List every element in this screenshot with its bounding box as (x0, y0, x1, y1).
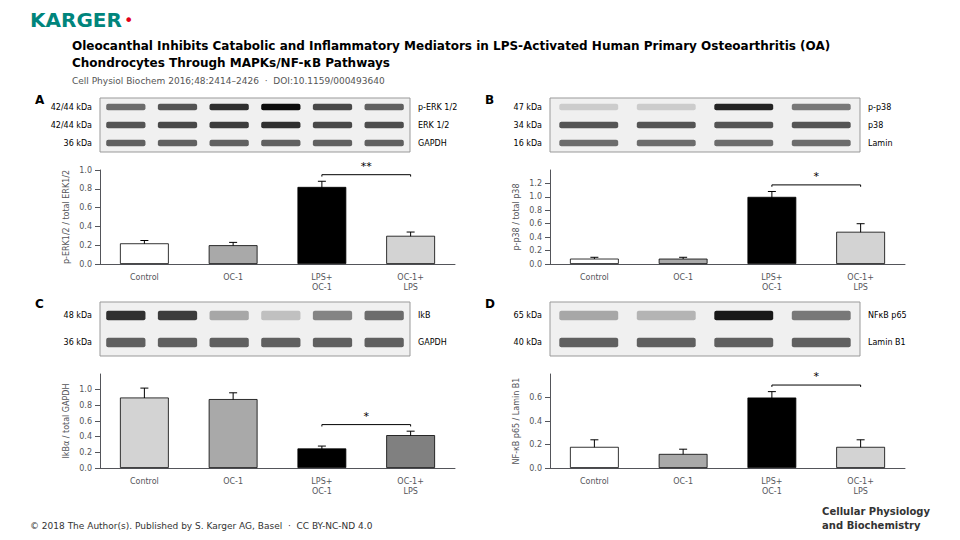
svg-text:*: * (364, 410, 370, 423)
svg-text:65 kDa: 65 kDa (514, 311, 543, 320)
svg-text:0.2: 0.2 (529, 440, 542, 449)
svg-text:LPS: LPS (403, 487, 417, 496)
svg-text:NF-κB p65 / Lamin B1: NF-κB p65 / Lamin B1 (512, 378, 521, 465)
svg-text:LPS: LPS (853, 283, 867, 292)
svg-text:0.6: 0.6 (79, 417, 92, 426)
svg-text:48 kDa: 48 kDa (64, 311, 93, 320)
svg-text:0.4: 0.4 (529, 417, 542, 426)
svg-text:0.0: 0.0 (79, 464, 92, 473)
svg-text:1.2: 1.2 (529, 179, 542, 188)
svg-text:Chondrocytes Through MAPKs/NF-: Chondrocytes Through MAPKs/NF-κB Pathway… (72, 56, 390, 70)
svg-text:Oleocanthal Inhibits Catabolic: Oleocanthal Inhibits Catabolic and Infla… (72, 39, 830, 53)
svg-text:OC-1: OC-1 (312, 283, 332, 292)
svg-text:p-p38: p-p38 (868, 103, 891, 112)
svg-text:16 kDa: 16 kDa (514, 139, 543, 148)
svg-text:Control: Control (580, 273, 609, 282)
svg-text:*: * (814, 370, 820, 383)
svg-text:OC-1: OC-1 (673, 273, 693, 282)
svg-text:0.2: 0.2 (79, 241, 92, 250)
svg-text:42/44 kDa: 42/44 kDa (51, 103, 92, 112)
svg-text:D: D (485, 297, 495, 311)
svg-text:1.0: 1.0 (79, 385, 92, 394)
svg-text:GAPDH: GAPDH (418, 139, 447, 148)
svg-text:Control: Control (580, 477, 609, 486)
svg-text:0.6: 0.6 (79, 203, 92, 212)
svg-text:0.8: 0.8 (529, 206, 542, 215)
svg-text:OC-1+: OC-1+ (397, 273, 424, 282)
svg-text:0.0: 0.0 (529, 260, 542, 269)
svg-text:1.0: 1.0 (79, 166, 92, 175)
svg-text:and Biochemistry: and Biochemistry (822, 520, 921, 531)
svg-text:Cellular Physiology: Cellular Physiology (822, 506, 930, 517)
svg-text:Cell Physiol Biochem 2016;48:2: Cell Physiol Biochem 2016;48:2414–2426 ·… (72, 76, 385, 86)
svg-text:0.2: 0.2 (79, 448, 92, 457)
svg-text:GAPDH: GAPDH (418, 338, 447, 347)
svg-text:p-ERK1/2 / total ERK1/2: p-ERK1/2 / total ERK1/2 (62, 170, 71, 264)
svg-text:0.0: 0.0 (529, 464, 542, 473)
svg-text:KARGER: KARGER (30, 8, 122, 32)
svg-text:LPS+: LPS+ (761, 477, 782, 486)
svg-text:OC-1: OC-1 (762, 283, 782, 292)
svg-text:LPS+: LPS+ (311, 273, 332, 282)
svg-text:IkB: IkB (418, 311, 430, 320)
svg-text:p-p38 / total p38: p-p38 / total p38 (512, 183, 521, 250)
svg-text:0.2: 0.2 (529, 246, 542, 255)
svg-text:OC-1: OC-1 (762, 487, 782, 496)
svg-text:0.8: 0.8 (79, 184, 92, 193)
svg-text:p-ERK 1/2: p-ERK 1/2 (418, 103, 457, 112)
svg-text:42/44 kDa: 42/44 kDa (51, 121, 92, 130)
svg-text:IkBα / total GAPDH: IkBα / total GAPDH (62, 383, 71, 458)
svg-text:1.0: 1.0 (529, 192, 542, 201)
svg-text:OC-1: OC-1 (223, 273, 243, 282)
svg-text:OC-1+: OC-1+ (397, 477, 424, 486)
svg-text:© 2018 The Author(s). Publishe: © 2018 The Author(s). Published by S. Ka… (30, 521, 373, 531)
svg-text:B: B (485, 93, 494, 107)
svg-text:p38: p38 (868, 121, 883, 130)
svg-text:40 kDa: 40 kDa (514, 338, 543, 347)
svg-text:LPS+: LPS+ (761, 273, 782, 282)
svg-text:OC-1+: OC-1+ (847, 273, 874, 282)
svg-text:36 kDa: 36 kDa (64, 139, 93, 148)
svg-text:47 kDa: 47 kDa (514, 103, 543, 112)
svg-text:LPS: LPS (403, 283, 417, 292)
svg-text:A: A (35, 93, 45, 107)
svg-text:Lamin B1: Lamin B1 (868, 338, 906, 347)
svg-text:34 kDa: 34 kDa (514, 121, 543, 130)
svg-text:0.6: 0.6 (529, 393, 542, 402)
svg-text:36 kDa: 36 kDa (64, 338, 93, 347)
svg-text:Lamin: Lamin (868, 139, 892, 148)
svg-text:OC-1: OC-1 (673, 477, 693, 486)
svg-text:*: * (814, 170, 820, 183)
svg-text:OC-1: OC-1 (223, 477, 243, 486)
svg-text:ERK 1/2: ERK 1/2 (418, 121, 449, 130)
svg-text:NFκB p65: NFκB p65 (868, 311, 907, 320)
svg-text:Control: Control (130, 477, 159, 486)
svg-text:0.6: 0.6 (529, 219, 542, 228)
svg-text:•: • (124, 11, 133, 30)
svg-text:0.4: 0.4 (529, 233, 542, 242)
svg-text:0.8: 0.8 (79, 401, 92, 410)
svg-text:C: C (35, 297, 44, 311)
svg-text:**: ** (361, 160, 373, 173)
svg-text:LPS+: LPS+ (311, 477, 332, 486)
svg-text:OC-1+: OC-1+ (847, 477, 874, 486)
svg-text:0.4: 0.4 (79, 222, 92, 231)
svg-text:0.4: 0.4 (79, 432, 92, 441)
svg-text:OC-1: OC-1 (312, 487, 332, 496)
svg-text:LPS: LPS (853, 487, 867, 496)
svg-text:0.0: 0.0 (79, 260, 92, 269)
svg-text:Control: Control (130, 273, 159, 282)
